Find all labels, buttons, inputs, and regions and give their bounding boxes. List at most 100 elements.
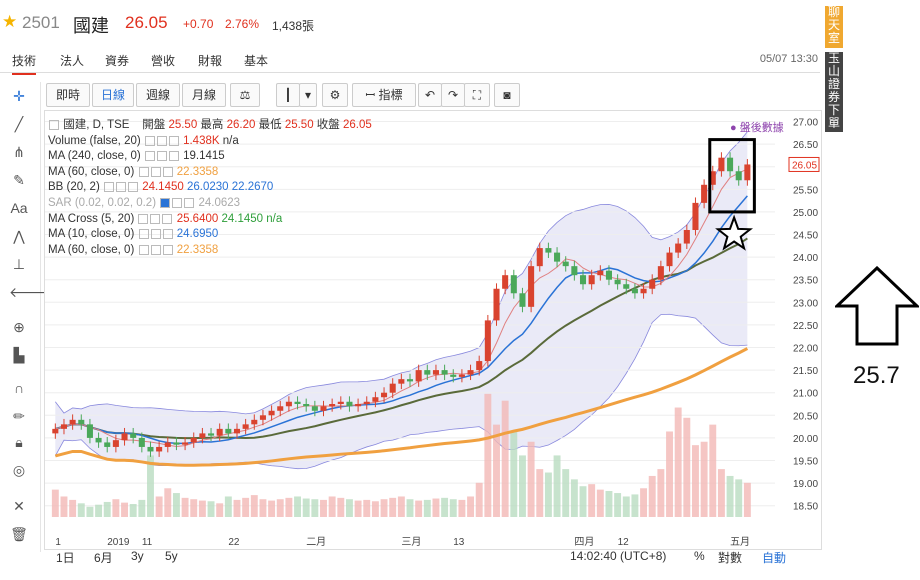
candle-body: [277, 406, 284, 411]
candle-type-icon[interactable]: ┃: [276, 83, 300, 107]
ruler-icon[interactable]: ▙: [13, 347, 25, 363]
range-6m[interactable]: 6月: [94, 551, 113, 565]
percent-toggle[interactable]: %: [694, 549, 705, 563]
indicator-button[interactable]: ꟷ 指標: [352, 83, 416, 107]
x-tick-label: 2019: [107, 537, 130, 548]
candle-body: [320, 406, 327, 411]
chart-area[interactable]: 27.0026.5026.0025.5025.0024.5024.0023.50…: [44, 110, 822, 550]
volume-bar: [467, 496, 475, 517]
indicator-label: 指標: [378, 88, 403, 102]
tab-revenue[interactable]: 營收: [151, 54, 176, 68]
trendline-icon[interactable]: ╱: [14, 116, 24, 132]
candle-body: [718, 157, 725, 172]
compare-icon[interactable]: ⚖: [230, 83, 260, 107]
volume-bar: [155, 496, 163, 517]
price-chart: 27.0026.5026.0025.5025.0024.5024.0023.50…: [45, 118, 820, 548]
tab-technical[interactable]: 技術: [12, 52, 37, 75]
collapse-icon[interactable]: [49, 119, 59, 130]
range-1d[interactable]: 1日: [56, 551, 75, 565]
measure-icon[interactable]: ⊥: [12, 256, 26, 272]
remove-tools-icon[interactable]: ✕: [13, 498, 25, 514]
legend-row-label: Volume (false, 20): [48, 134, 141, 147]
legend-row-value2: 26.0230: [186, 181, 229, 194]
x-tick-label: 二月: [306, 536, 326, 548]
range-5y[interactable]: 5y: [165, 549, 178, 563]
volume-bar: [328, 496, 336, 517]
legend-row-value: 22.3358: [176, 165, 219, 178]
zoom-icon[interactable]: ⊕: [13, 319, 25, 335]
candle-body: [579, 275, 587, 285]
volume-bar: [415, 500, 423, 517]
monthly-button[interactable]: 月線: [182, 83, 226, 107]
tab-margin[interactable]: 資券: [105, 54, 130, 68]
camera-icon[interactable]: ◙: [494, 83, 520, 107]
volume-bar: [631, 494, 639, 517]
candle-body: [406, 379, 414, 382]
tab-basic[interactable]: 基本: [244, 54, 269, 68]
y-tick-label: 24.50: [793, 231, 818, 242]
volume-bar: [354, 500, 362, 517]
volume-bar: [172, 493, 180, 517]
legend-row-label: MA Cross (5, 20): [48, 212, 135, 225]
text-icon[interactable]: Aa: [10, 200, 28, 216]
volume-bar: [518, 455, 526, 517]
tab-financials[interactable]: 財報: [198, 54, 223, 68]
chat-room-button[interactable]: 聊天室: [825, 6, 843, 48]
lock-icon[interactable]: 🔒︎: [15, 434, 23, 450]
gear-icon[interactable]: ⚙: [322, 83, 348, 107]
volume-bar: [190, 499, 198, 517]
legend-row-value3: 22.2670: [231, 181, 274, 194]
broker-order-button[interactable]: 玉山證券下單: [825, 52, 843, 132]
trash-icon[interactable]: 🗑︎: [10, 526, 28, 542]
legend-row: MA (60, close, 0) 22.3358: [48, 165, 372, 181]
range-3y[interactable]: 3y: [131, 549, 144, 563]
arrow-left-icon[interactable]: 🡐: [9, 284, 47, 300]
candle-body: [242, 424, 249, 429]
drawing-toolbar: ✛ ╱ ⋔ ✎ Aa ⋀ ⊥ 🡐 ⊕ ▙ ∩ ✏ 🔒︎ ◎ ✕ 🗑︎: [0, 82, 47, 552]
hide-icon[interactable]: ◎: [12, 462, 26, 478]
pattern-icon[interactable]: ⋀: [13, 228, 25, 244]
chevron-down-icon[interactable]: ▾: [299, 83, 317, 107]
star-icon[interactable]: ★: [2, 12, 18, 31]
legend-symbol: 國建, D, TSE: [63, 119, 130, 131]
volume-bar: [692, 445, 699, 517]
weekly-button[interactable]: 週線: [136, 83, 180, 107]
undo-icon[interactable]: ↶: [418, 83, 442, 107]
volume-bar: [345, 499, 353, 517]
brush-icon[interactable]: ✎: [13, 172, 25, 188]
legend-row-value: 22.3358: [176, 243, 219, 256]
legend-row-label: MA (60, close, 0): [48, 165, 135, 178]
candle-body: [138, 437, 145, 447]
candle-body: [510, 275, 517, 294]
realtime-button[interactable]: 即時: [46, 83, 90, 107]
fullscreen-icon[interactable]: ⛶: [464, 83, 490, 107]
volume-bar: [380, 499, 388, 517]
volume-bar: [700, 441, 708, 517]
candle-body: [173, 442, 180, 445]
after-hours-label[interactable]: ● 盤後數據: [730, 122, 784, 134]
candle-body: [571, 266, 578, 276]
candle-body: [52, 428, 59, 434]
magnet-icon[interactable]: ∩: [13, 380, 25, 396]
legend-row-value: 25.6400: [176, 212, 219, 225]
bollinger-upper: [55, 131, 748, 415]
log-toggle[interactable]: 對數: [718, 551, 743, 565]
volume-bar: [285, 497, 293, 517]
legend-row-value: 19.1415: [183, 150, 225, 163]
candle-body: [95, 437, 102, 443]
volume-bar: [458, 499, 466, 517]
candle-body: [69, 419, 76, 425]
fork-icon[interactable]: ⋔: [13, 144, 25, 160]
tab-institutional[interactable]: 法人: [60, 54, 85, 68]
volume-bar: [743, 482, 751, 517]
last-price-box: [788, 156, 820, 172]
volume-bar: [726, 475, 734, 517]
redo-icon[interactable]: ↷: [441, 83, 465, 107]
crosshair-icon[interactable]: ✛: [13, 88, 25, 104]
daily-button[interactable]: 日線: [92, 83, 134, 107]
auto-toggle[interactable]: 自動: [762, 551, 787, 565]
candle-body: [389, 383, 396, 393]
volume-bar: [605, 491, 613, 517]
lock-draw-icon[interactable]: ✏: [13, 408, 25, 424]
candle-body: [588, 275, 595, 285]
